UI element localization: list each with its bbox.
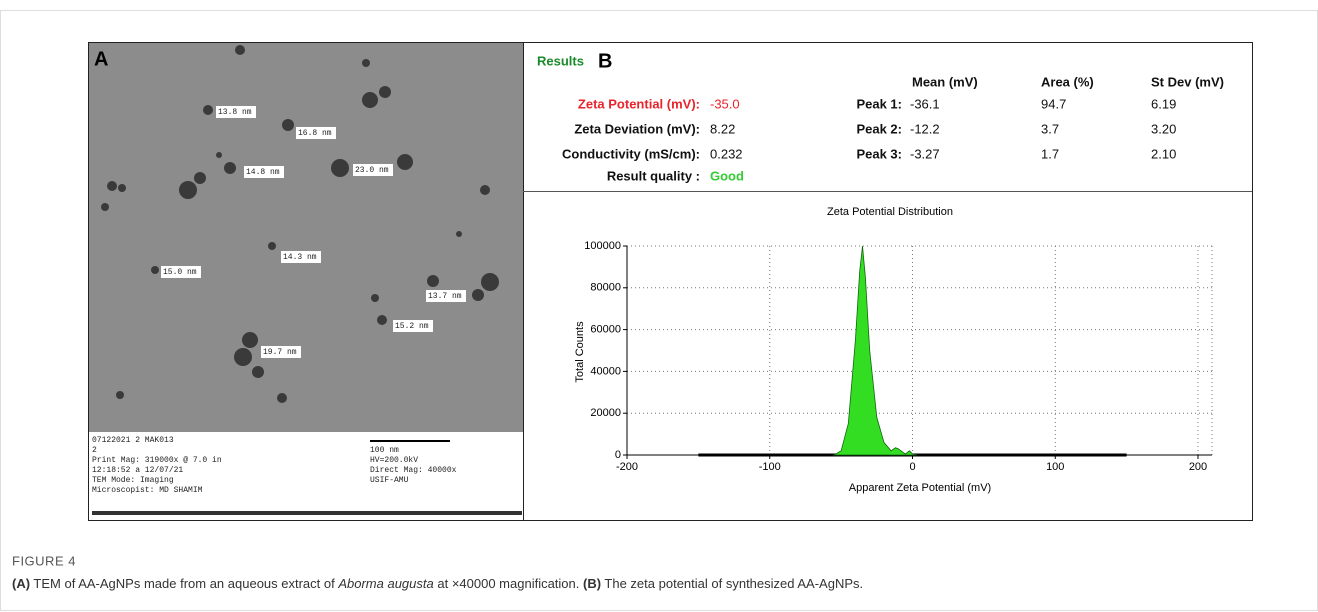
peak-value: 94.7 xyxy=(1041,96,1066,111)
y-tick-label: 40000 xyxy=(590,365,621,377)
y-tick-label: 80000 xyxy=(590,282,621,294)
result-value: 0.232 xyxy=(710,146,743,161)
info-line: USIF-AMU xyxy=(370,476,409,485)
info-line: HV=200.0kV xyxy=(370,456,418,465)
y-tick-label: 0 xyxy=(615,449,621,461)
particle-label: 19.7 nm xyxy=(263,348,297,357)
info-line: 100 nm xyxy=(370,446,399,455)
particle-label: 13.8 nm xyxy=(218,108,252,117)
particle-label: 14.8 nm xyxy=(246,168,280,177)
particle-label-box xyxy=(426,290,466,302)
x-tick-label: -100 xyxy=(759,461,781,473)
y-axis-label: Total Counts xyxy=(574,321,586,383)
particle-label-box xyxy=(296,127,336,139)
result-value: 8.22 xyxy=(710,121,735,136)
chart-title: Zeta Potential Distribution xyxy=(827,206,953,218)
particle-label: 15.2 nm xyxy=(395,322,429,331)
result-label: Zeta Deviation (mV): xyxy=(574,121,700,136)
caption-part: at ×40000 magnification. xyxy=(434,576,583,591)
result-label: Zeta Potential (mV): xyxy=(578,96,700,111)
particle-label: 13.7 nm xyxy=(428,292,462,301)
peak-label: Peak 1: xyxy=(856,96,902,111)
info-line: Direct Mag: 40000x xyxy=(370,466,457,475)
figure-label: FIGURE 4 xyxy=(12,553,76,568)
peak-header: Mean (mV) xyxy=(912,74,978,89)
particle-label: 23.0 nm xyxy=(355,166,389,175)
info-line: Microscopist: MD SHAMIM xyxy=(92,486,203,495)
info-line: TEM Mode: Imaging xyxy=(92,476,174,485)
result-value: Good xyxy=(710,168,744,183)
panel-label: B xyxy=(598,50,612,72)
particle-label-box xyxy=(281,251,321,263)
x-tick-label: -200 xyxy=(616,461,638,473)
particle-label-box xyxy=(216,106,256,118)
info-line: 07122021 2 MAK013 xyxy=(92,436,174,445)
result-label: Conductivity (mS/cm): xyxy=(562,146,700,161)
x-tick-label: 100 xyxy=(1046,461,1064,473)
tem-image xyxy=(89,43,523,432)
x-axis-label: Apparent Zeta Potential (mV) xyxy=(849,482,991,494)
peak-header: St Dev (mV) xyxy=(1151,74,1224,89)
peak-label: Peak 3: xyxy=(856,146,902,161)
particle-label-box xyxy=(161,266,201,278)
results-title: Results xyxy=(537,53,584,68)
panel-label: A xyxy=(94,48,108,70)
peak-header: Area (%) xyxy=(1041,74,1094,89)
particle-label: 15.0 nm xyxy=(163,268,197,277)
caption-part: The zeta potential of synthesized AA-AgN… xyxy=(601,576,863,591)
particle-label: 14.3 nm xyxy=(283,253,317,262)
peak-value: 3.20 xyxy=(1151,121,1176,136)
particle-label-box xyxy=(393,320,433,332)
peak-value: 1.7 xyxy=(1041,146,1059,161)
caption-part: Aborma augusta xyxy=(337,576,433,591)
particle-label: 16.8 nm xyxy=(298,129,332,138)
caption-part: TEM of AA-AgNPs made from an aqueous ext… xyxy=(30,576,338,591)
y-tick-label: 100000 xyxy=(584,240,621,252)
info-line: 2 xyxy=(92,446,97,455)
peak-label: Peak 2: xyxy=(856,121,902,136)
result-value: -35.0 xyxy=(710,96,740,111)
peak-value: -3.27 xyxy=(910,146,940,161)
peak-value: -36.1 xyxy=(910,96,940,111)
caption-part: (A) xyxy=(12,576,30,591)
peak-value: -12.2 xyxy=(910,121,940,136)
info-line: 12:18:52 a 12/07/21 xyxy=(92,466,183,475)
particle-label-box xyxy=(244,166,284,178)
particles xyxy=(101,45,499,403)
distribution-area xyxy=(832,245,917,456)
y-tick-label: 60000 xyxy=(590,324,621,336)
y-tick-label: 20000 xyxy=(590,407,621,419)
peak-value: 3.7 xyxy=(1041,121,1059,136)
peak-value: 2.10 xyxy=(1151,146,1176,161)
x-tick-label: 0 xyxy=(909,461,915,473)
peak-value: 6.19 xyxy=(1151,96,1176,111)
info-line: Print Mag: 319000x @ 7.0 in xyxy=(92,456,222,465)
particle-label-box xyxy=(353,164,393,176)
caption-text: (A) TEM of AA-AgNPs made from an aqueous… xyxy=(12,576,863,591)
x-tick-label: 200 xyxy=(1189,461,1207,473)
info-strip xyxy=(89,432,523,510)
result-label: Result quality : xyxy=(607,168,700,183)
particle-label-box xyxy=(261,346,301,358)
caption-part: (B) xyxy=(583,576,601,591)
image-bottom-bar xyxy=(92,511,522,515)
